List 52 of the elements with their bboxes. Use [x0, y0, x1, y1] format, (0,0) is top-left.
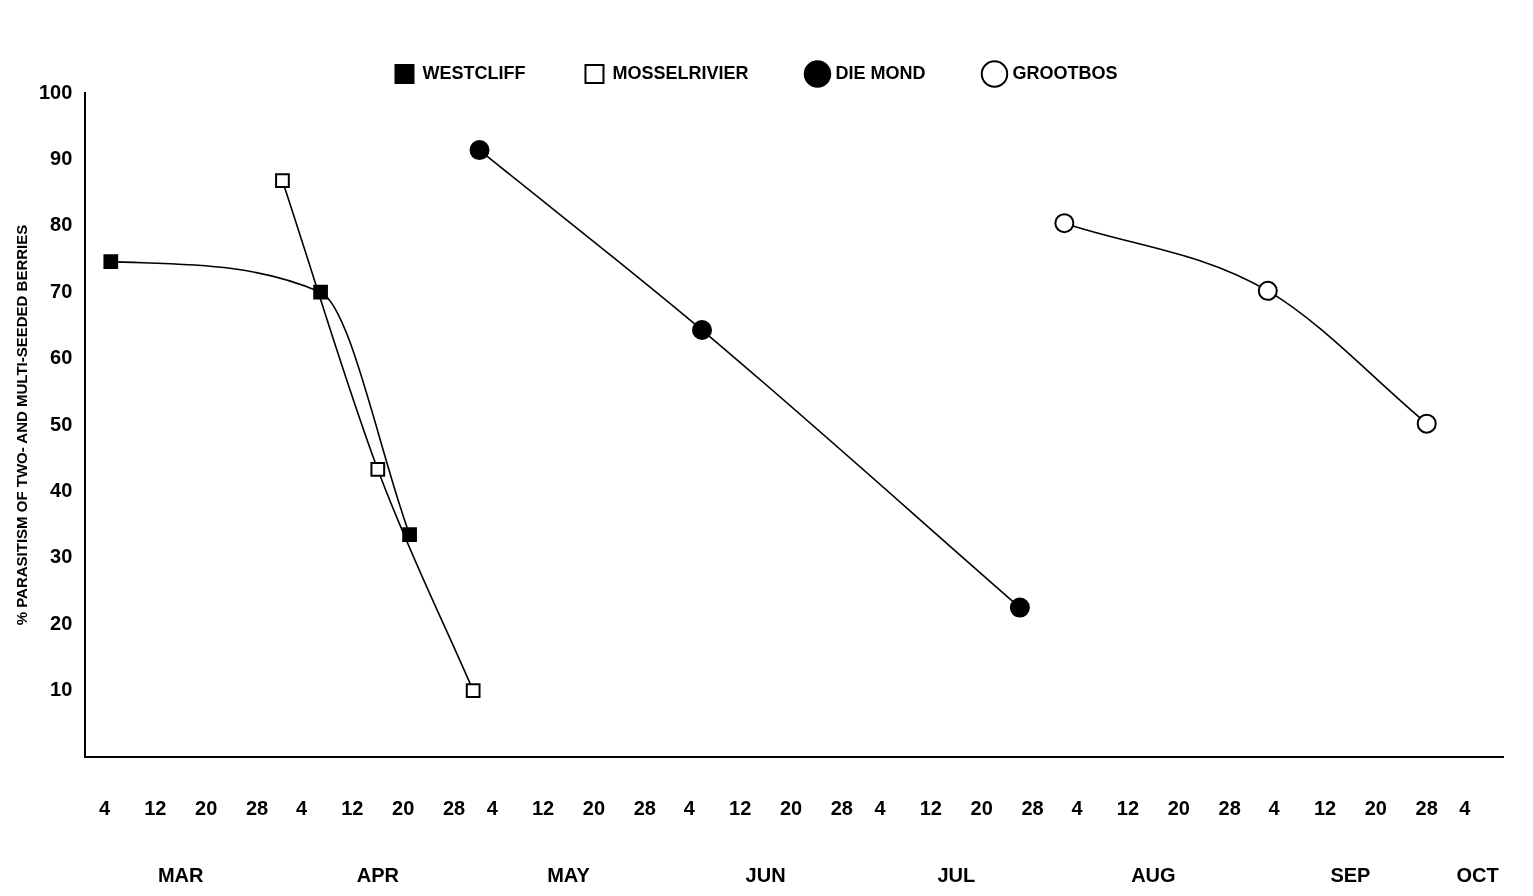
x2-tick-label: OCT	[1456, 863, 1499, 886]
x-tick-label: 20	[392, 796, 415, 819]
y-tick-label: 70	[50, 279, 73, 302]
legend-label: MOSSELRIVIER	[612, 62, 749, 83]
x-tick-label: 12	[1116, 796, 1140, 819]
y-tick-label: 40	[50, 478, 73, 501]
legend-label: GROOTBOS	[1012, 62, 1118, 83]
y-tick-label: 90	[50, 146, 73, 169]
x-tick-label: 12	[144, 796, 167, 819]
y-tick-label: 30	[50, 545, 73, 568]
x-tick-label: 28	[830, 796, 853, 819]
x-tick-label: 4	[1459, 796, 1472, 819]
x2-tick-label: SEP	[1330, 863, 1371, 886]
x-tick-label: 4	[683, 796, 696, 819]
x-tick-label: 4	[486, 796, 499, 819]
y-tick-label: 80	[50, 213, 73, 236]
x-tick-label: 20	[195, 796, 218, 819]
x-tick-label: 12	[341, 796, 364, 819]
x2-tick-label: APR	[356, 863, 400, 886]
x2-tick-label: AUG	[1131, 863, 1176, 886]
x-tick-label: 28	[1415, 796, 1438, 819]
x-tick-label: 4	[98, 796, 111, 819]
y-axis-title: % PARASITISM OF TWO- AND MULTI-SEEDED BERRIES	[13, 224, 31, 626]
x-tick-label: 28	[245, 796, 269, 819]
x-tick-label: 20	[1167, 796, 1190, 819]
y-tick-label: 10	[50, 678, 73, 701]
y-tick-label: 20	[50, 611, 73, 634]
y-tick-label: 60	[50, 346, 73, 369]
x-tick-label: 12	[919, 796, 942, 819]
x-tick-label: 28	[633, 796, 656, 819]
x-tick-label: 4	[874, 796, 887, 819]
legend-label: WESTCLIFF	[422, 62, 526, 83]
x-tick-label: 20	[582, 796, 606, 819]
x-tick-label: 12	[729, 796, 752, 819]
y-tick-label: 100	[38, 80, 73, 103]
y-tick-label: 50	[50, 412, 73, 435]
x-tick-label: 28	[1021, 796, 1044, 819]
x2-tick-label: JUL	[937, 863, 976, 886]
x-tick-label: 4	[295, 796, 308, 819]
x-tick-label: 28	[442, 796, 466, 819]
x-tick-label: 20	[1364, 796, 1387, 819]
x-tick-label: 4	[1071, 796, 1084, 819]
legend-label: DIE MOND	[835, 62, 926, 83]
x2-tick-label: MAR	[157, 863, 205, 886]
x2-tick-label: MAY	[547, 863, 591, 886]
x-tick-label: 12	[1313, 796, 1337, 819]
x-tick-label: 20	[970, 796, 993, 819]
x-tick-label: 12	[531, 796, 555, 819]
x-tick-label: 20	[779, 796, 803, 819]
x-tick-label: 28	[1218, 796, 1241, 819]
x-tick-label: 4	[1268, 796, 1281, 819]
x2-tick-label: JUN	[745, 863, 786, 886]
